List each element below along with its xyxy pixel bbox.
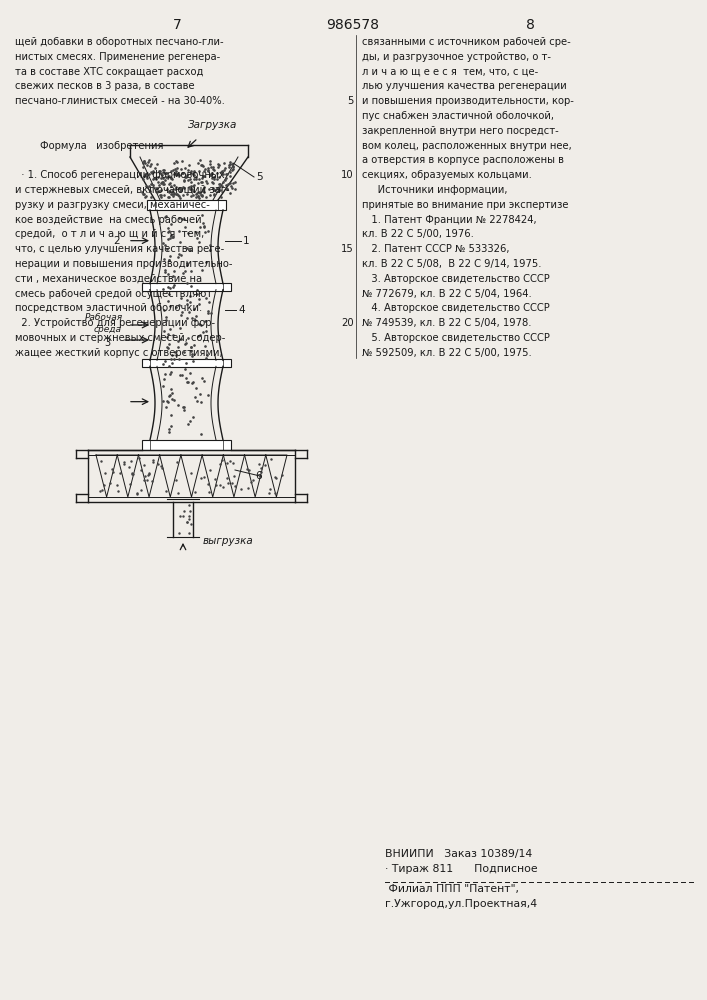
Text: Загрузка: Загрузка: [188, 120, 238, 130]
Text: принятые во внимание при экспертизе: принятые во внимание при экспертизе: [362, 200, 568, 210]
Text: лью улучшения качества регенерации: лью улучшения качества регенерации: [362, 81, 567, 91]
Bar: [142, 283, 231, 291]
Text: пус снабжен эластичной оболочкой,: пус снабжен эластичной оболочкой,: [362, 111, 554, 121]
Text: связанными с источником рабочей сре-: связанными с источником рабочей сре-: [362, 37, 571, 47]
Text: 4: 4: [238, 305, 245, 315]
Text: 6: 6: [255, 471, 262, 481]
Text: · 1. Способ регенерации формовочных: · 1. Способ регенерации формовочных: [15, 170, 225, 180]
Text: мовочных и стержневых смесей, содер-: мовочных и стержневых смесей, содер-: [15, 333, 226, 343]
Text: 986578: 986578: [327, 18, 380, 32]
Text: рузку и разгрузку смеси, механичес-: рузку и разгрузку смеси, механичес-: [15, 200, 210, 210]
Text: а отверстия в корпусе расположены в: а отверстия в корпусе расположены в: [362, 155, 564, 165]
Text: 10: 10: [341, 170, 354, 180]
Text: Источники информации,: Источники информации,: [362, 185, 508, 195]
Text: выгрузка: выгрузка: [203, 536, 254, 546]
Bar: [142, 440, 231, 450]
Text: та в составе ХТС сокращает расход: та в составе ХТС сокращает расход: [15, 67, 204, 77]
Bar: [150, 283, 223, 291]
Text: 3. Авторское свидетельство СССР: 3. Авторское свидетельство СССР: [362, 274, 550, 284]
Text: ВНИИПИ   Заказ 10389/14: ВНИИПИ Заказ 10389/14: [385, 849, 532, 859]
Bar: [150, 440, 223, 450]
Text: закрепленной внутри него посредст-: закрепленной внутри него посредст-: [362, 126, 559, 136]
Text: 5: 5: [256, 172, 262, 182]
Text: нерации и повышения производительно-: нерации и повышения производительно-: [15, 259, 233, 269]
Text: сти , механическое воздействие на: сти , механическое воздействие на: [15, 274, 202, 284]
Text: 15: 15: [341, 244, 354, 254]
Text: и стержневых смесей, включающий заг-: и стержневых смесей, включающий заг-: [15, 185, 230, 195]
Text: 8: 8: [525, 18, 534, 32]
Text: л и ч а ю щ е е с я  тем, что, с це-: л и ч а ю щ е е с я тем, что, с це-: [362, 67, 538, 77]
Text: Филиал ППП "Патент",: Филиал ППП "Патент",: [385, 884, 519, 894]
Text: 2: 2: [113, 236, 120, 246]
Text: Формула   изобретения: Формула изобретения: [15, 141, 163, 151]
Text: Рабочая: Рабочая: [85, 312, 123, 322]
Text: кое воздействие  на смесь рабочей: кое воздействие на смесь рабочей: [15, 215, 201, 225]
Text: 2. Патент СССР № 533326,: 2. Патент СССР № 533326,: [362, 244, 510, 254]
Text: смесь рабочей средой осуществляют: смесь рабочей средой осуществляют: [15, 289, 212, 299]
Text: кл. В 22 С 5/00, 1976.: кл. В 22 С 5/00, 1976.: [362, 229, 474, 239]
Text: нистых смесях. Применение регенера-: нистых смесях. Применение регенера-: [15, 52, 221, 62]
Bar: [147, 200, 226, 210]
Text: секциях, образуемых кольцами.: секциях, образуемых кольцами.: [362, 170, 532, 180]
Text: № 592509, кл. В 22 С 5/00, 1975.: № 592509, кл. В 22 С 5/00, 1975.: [362, 348, 532, 358]
Text: песчано-глинистых смесей - на 30-40%.: песчано-глинистых смесей - на 30-40%.: [15, 96, 225, 106]
Text: и повышения производительности, кор-: и повышения производительности, кор-: [362, 96, 574, 106]
Text: вом колец, расположенных внутри нее,: вом колец, расположенных внутри нее,: [362, 141, 572, 151]
Bar: [155, 200, 218, 210]
Text: 4. Авторское свидетельство СССР: 4. Авторское свидетельство СССР: [362, 303, 550, 313]
Text: № 772679, кл. В 22 С 5/04, 1964.: № 772679, кл. В 22 С 5/04, 1964.: [362, 289, 532, 299]
Text: ды, и разгрузочное устройство, о т-: ды, и разгрузочное устройство, о т-: [362, 52, 551, 62]
Text: № 749539, кл. В 22 С 5/04, 1978.: № 749539, кл. В 22 С 5/04, 1978.: [362, 318, 532, 328]
Bar: [142, 359, 231, 367]
Text: · Тираж 811      Подписное: · Тираж 811 Подписное: [385, 864, 537, 874]
Text: 3: 3: [104, 338, 110, 348]
Text: жащее жесткий корпус с отверстиями,: жащее жесткий корпус с отверстиями,: [15, 348, 223, 358]
Text: кл. В 22 С 5/08,  В 22 С 9/14, 1975.: кл. В 22 С 5/08, В 22 С 9/14, 1975.: [362, 259, 542, 269]
Text: свежих песков в 3 раза, в составе: свежих песков в 3 раза, в составе: [15, 81, 194, 91]
Text: 5: 5: [348, 96, 354, 106]
Text: щей добавки в оборотных песчано-гли-: щей добавки в оборотных песчано-гли-: [15, 37, 223, 47]
Text: средой,  о т л и ч а ю щ и й с я  тем,: средой, о т л и ч а ю щ и й с я тем,: [15, 229, 204, 239]
Text: 1. Патент Франции № 2278424,: 1. Патент Франции № 2278424,: [362, 215, 537, 225]
Text: 7: 7: [173, 18, 182, 32]
Text: что, с целью улучшения качества реге-: что, с целью улучшения качества реге-: [15, 244, 224, 254]
Text: 20: 20: [341, 318, 354, 328]
Text: г.Ужгород,ул.Проектная,4: г.Ужгород,ул.Проектная,4: [385, 899, 537, 909]
Text: 5. Авторское свидетельство СССР: 5. Авторское свидетельство СССР: [362, 333, 550, 343]
Text: 2. Устройство для регенерации фор-: 2. Устройство для регенерации фор-: [15, 318, 215, 328]
Bar: [150, 359, 223, 367]
Text: 1: 1: [243, 236, 250, 246]
Text: среда: среда: [94, 326, 122, 334]
Text: посредством эластичной оболочки.: посредством эластичной оболочки.: [15, 303, 202, 313]
